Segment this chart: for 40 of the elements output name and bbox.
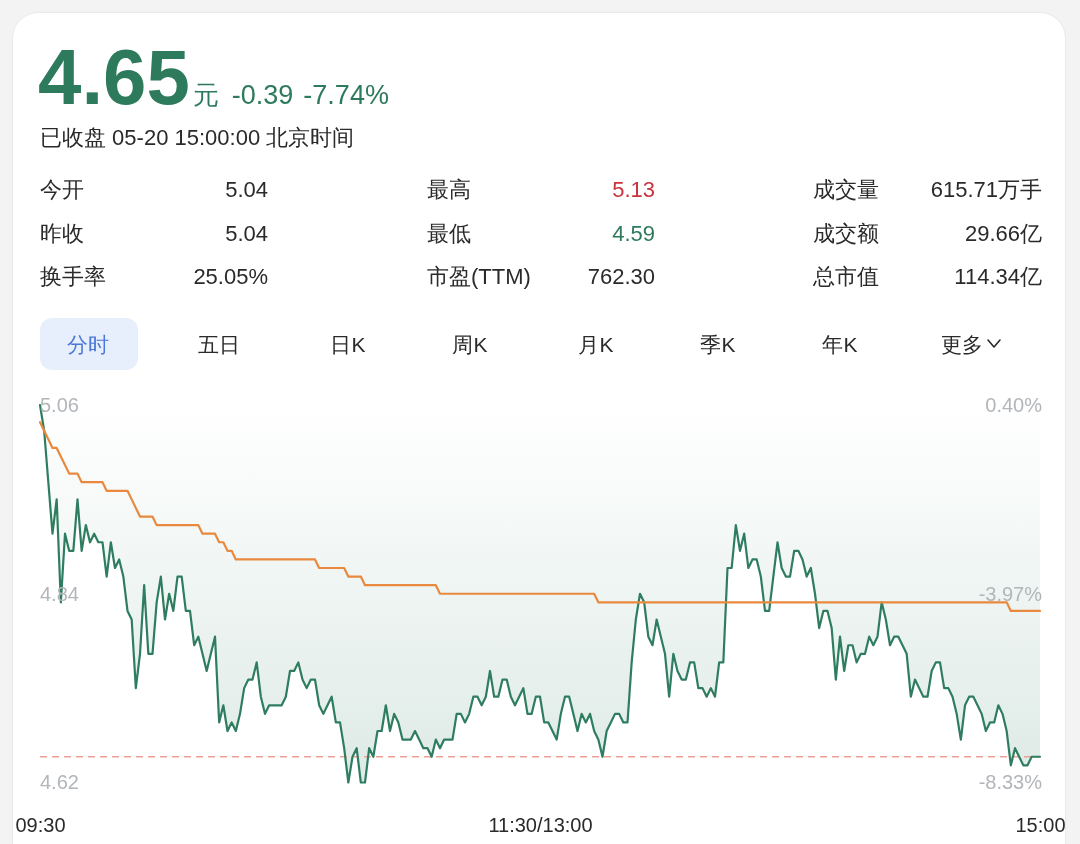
text: 615.71万手 xyxy=(930,177,1042,202)
chart-title: 4.65 xyxy=(38,33,190,121)
text: -0.39 xyxy=(231,80,294,110)
text: -7.74% xyxy=(303,80,389,110)
x-tick-label: 11:30/13:00 xyxy=(488,813,593,836)
text: 周K xyxy=(452,333,488,356)
text: 最低 xyxy=(427,221,471,246)
text: 昨收 xyxy=(40,221,84,246)
text: 季K xyxy=(700,333,736,356)
text: 元 xyxy=(192,80,219,110)
text: 29.66亿 xyxy=(964,221,1042,246)
text: 最高 xyxy=(427,177,471,202)
y-tick-label: 4.62 xyxy=(40,771,79,794)
text: 4.59 xyxy=(612,221,655,246)
text: 总市值 xyxy=(812,264,879,289)
text: 五日 xyxy=(198,333,240,356)
text: 25.05% xyxy=(193,264,268,289)
text: 5.04 xyxy=(225,177,268,202)
y2-tick-label: -3.97% xyxy=(978,582,1043,605)
text: 年K xyxy=(822,333,858,356)
x-tick-label: 15:00 xyxy=(1015,813,1066,836)
text: 日K xyxy=(330,333,366,356)
text: 5.13 xyxy=(612,177,655,202)
y-tick-label: 5.06 xyxy=(40,393,79,416)
line-series xyxy=(38,421,1042,613)
text: 成交额 xyxy=(813,221,879,246)
text: 换手率 xyxy=(40,264,106,289)
text: 5.04 xyxy=(225,221,268,246)
chart-subtitle: 已收盘 05-20 15:00:00 北京时间 xyxy=(40,125,355,150)
text: 分时 xyxy=(67,333,109,356)
text: 今开 xyxy=(40,177,84,202)
text: 市盈(TTM) xyxy=(427,264,531,289)
y2-tick-label: -8.33% xyxy=(978,771,1043,794)
text: 成交量 xyxy=(813,177,879,202)
x-tick-label: 09:30 xyxy=(15,813,66,836)
text: 月K xyxy=(578,333,614,356)
text: 更多 xyxy=(941,333,983,356)
text: 762.30 xyxy=(587,264,655,289)
text: 114.34亿 xyxy=(954,264,1042,289)
y2-tick-label: 0.40% xyxy=(985,393,1043,416)
